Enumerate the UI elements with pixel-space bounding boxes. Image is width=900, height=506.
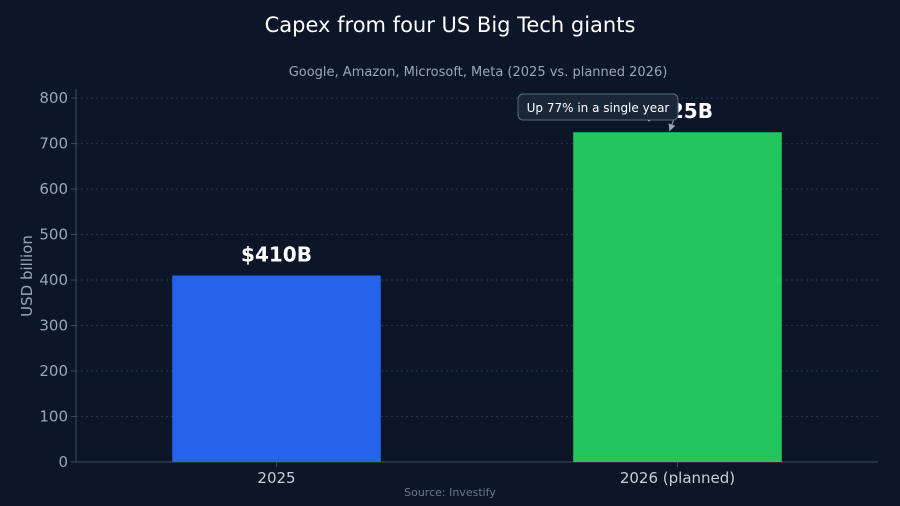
y-tick-label: 200 (39, 362, 68, 380)
x-tick-label: 2026 (planned) (620, 469, 735, 487)
y-tick-label: 0 (58, 453, 68, 471)
y-tick-label: 100 (39, 408, 68, 426)
y-tick-label: 500 (39, 226, 68, 244)
y-tick-label: 800 (39, 89, 68, 107)
bar (573, 132, 782, 462)
y-tick-label: 600 (39, 180, 68, 198)
grid-lines (76, 97, 878, 418)
bar-value-label: $410B (241, 243, 312, 267)
x-ticks: 2025 2026 (planned) (257, 462, 735, 487)
annotation-arrowhead (668, 123, 676, 132)
annotation-text: Up 77% in a single year (527, 101, 670, 115)
y-tick-label: 400 (39, 271, 68, 289)
y-tick-label: 300 (39, 317, 68, 335)
y-ticks: 0 100 200 300 400 500 600 700 800 (39, 89, 76, 471)
chart-subtitle: Google, Amazon, Microsoft, Meta (2025 vs… (289, 65, 668, 80)
annotation: Up 77% in a single year (517, 93, 679, 132)
source-note: Source: Investify (404, 486, 496, 499)
annotation-box (517, 93, 679, 121)
y-axis-label: USD billion (18, 235, 36, 317)
y-tick-label: 700 (39, 135, 68, 153)
bar (172, 275, 381, 462)
chart-title: Capex from four US Big Tech giants (265, 13, 636, 37)
bars (172, 132, 782, 462)
x-tick-label: 2025 (257, 469, 295, 487)
